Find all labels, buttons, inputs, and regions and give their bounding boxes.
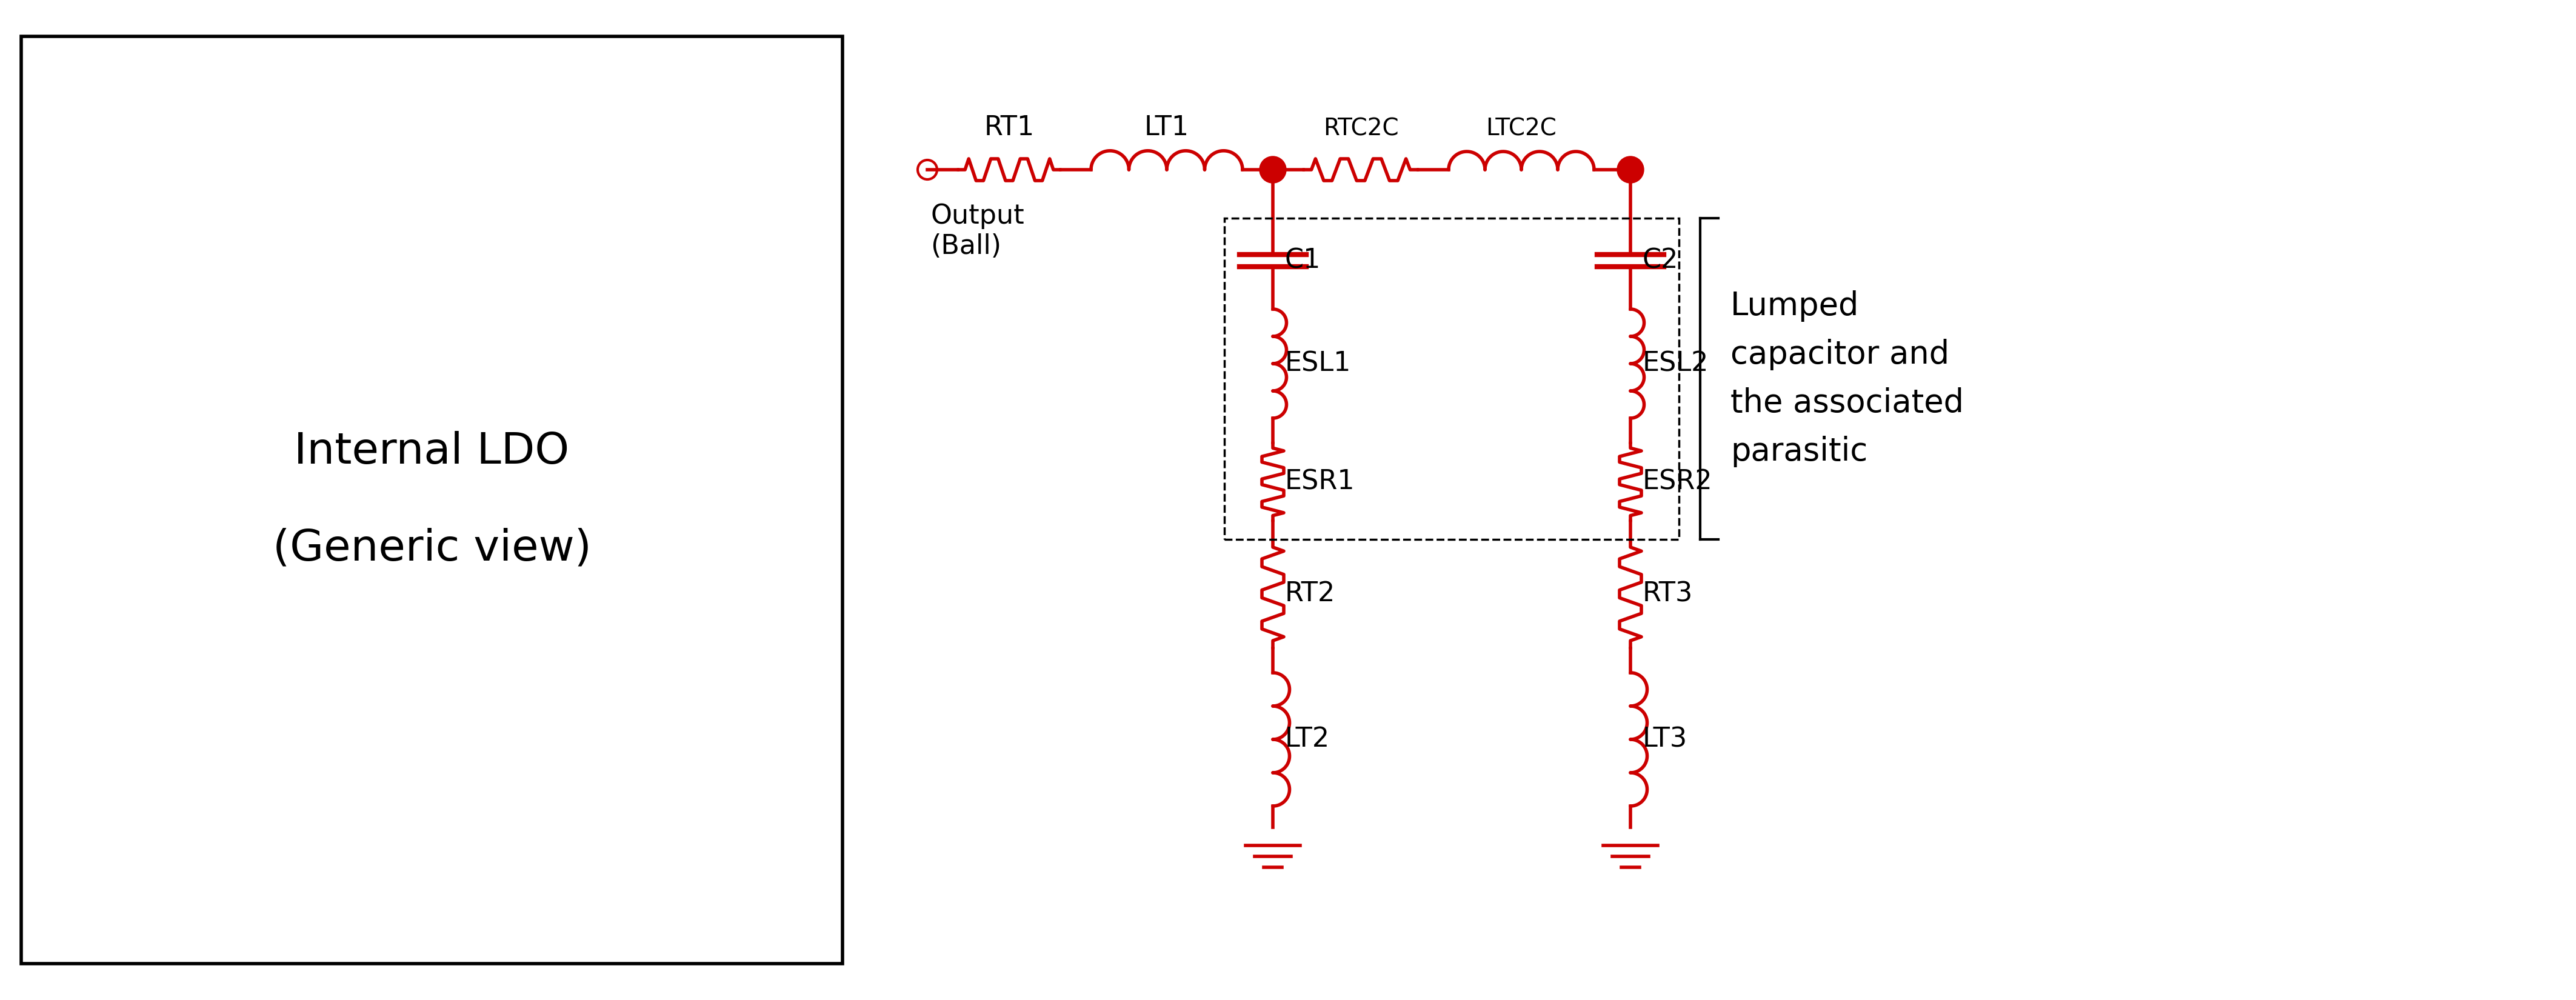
Text: RT1: RT1 [984,115,1036,141]
Text: LT3: LT3 [1643,726,1687,752]
Bar [21,36,842,964]
Text: Internal LDO: Internal LDO [294,431,569,472]
Text: RT2: RT2 [1285,581,1334,607]
Text: LT2: LT2 [1285,726,1329,752]
Circle shape [1260,156,1285,183]
Text: the associated: the associated [1731,387,1963,419]
Text: parasitic: parasitic [1731,436,1868,467]
Text: C1: C1 [1285,248,1321,274]
Text: (Generic view): (Generic view) [273,528,592,569]
Circle shape [1618,156,1643,183]
Text: ESL2: ESL2 [1643,351,1708,377]
Text: (Ball): (Ball) [930,233,1002,259]
Text: ESR2: ESR2 [1643,469,1713,495]
Text: capacitor and: capacitor and [1731,339,1950,370]
Text: ESR1: ESR1 [1285,469,1355,495]
Text: LTC2C: LTC2C [1486,118,1556,141]
Bar [1224,218,1680,539]
Text: Output: Output [930,203,1025,229]
Text: RT3: RT3 [1643,581,1692,607]
Text: LT1: LT1 [1144,115,1190,141]
Text: RTC2C: RTC2C [1324,118,1399,141]
Text: ESL1: ESL1 [1285,351,1352,377]
Text: Lumped: Lumped [1731,290,1860,322]
Text: C2: C2 [1643,248,1680,274]
